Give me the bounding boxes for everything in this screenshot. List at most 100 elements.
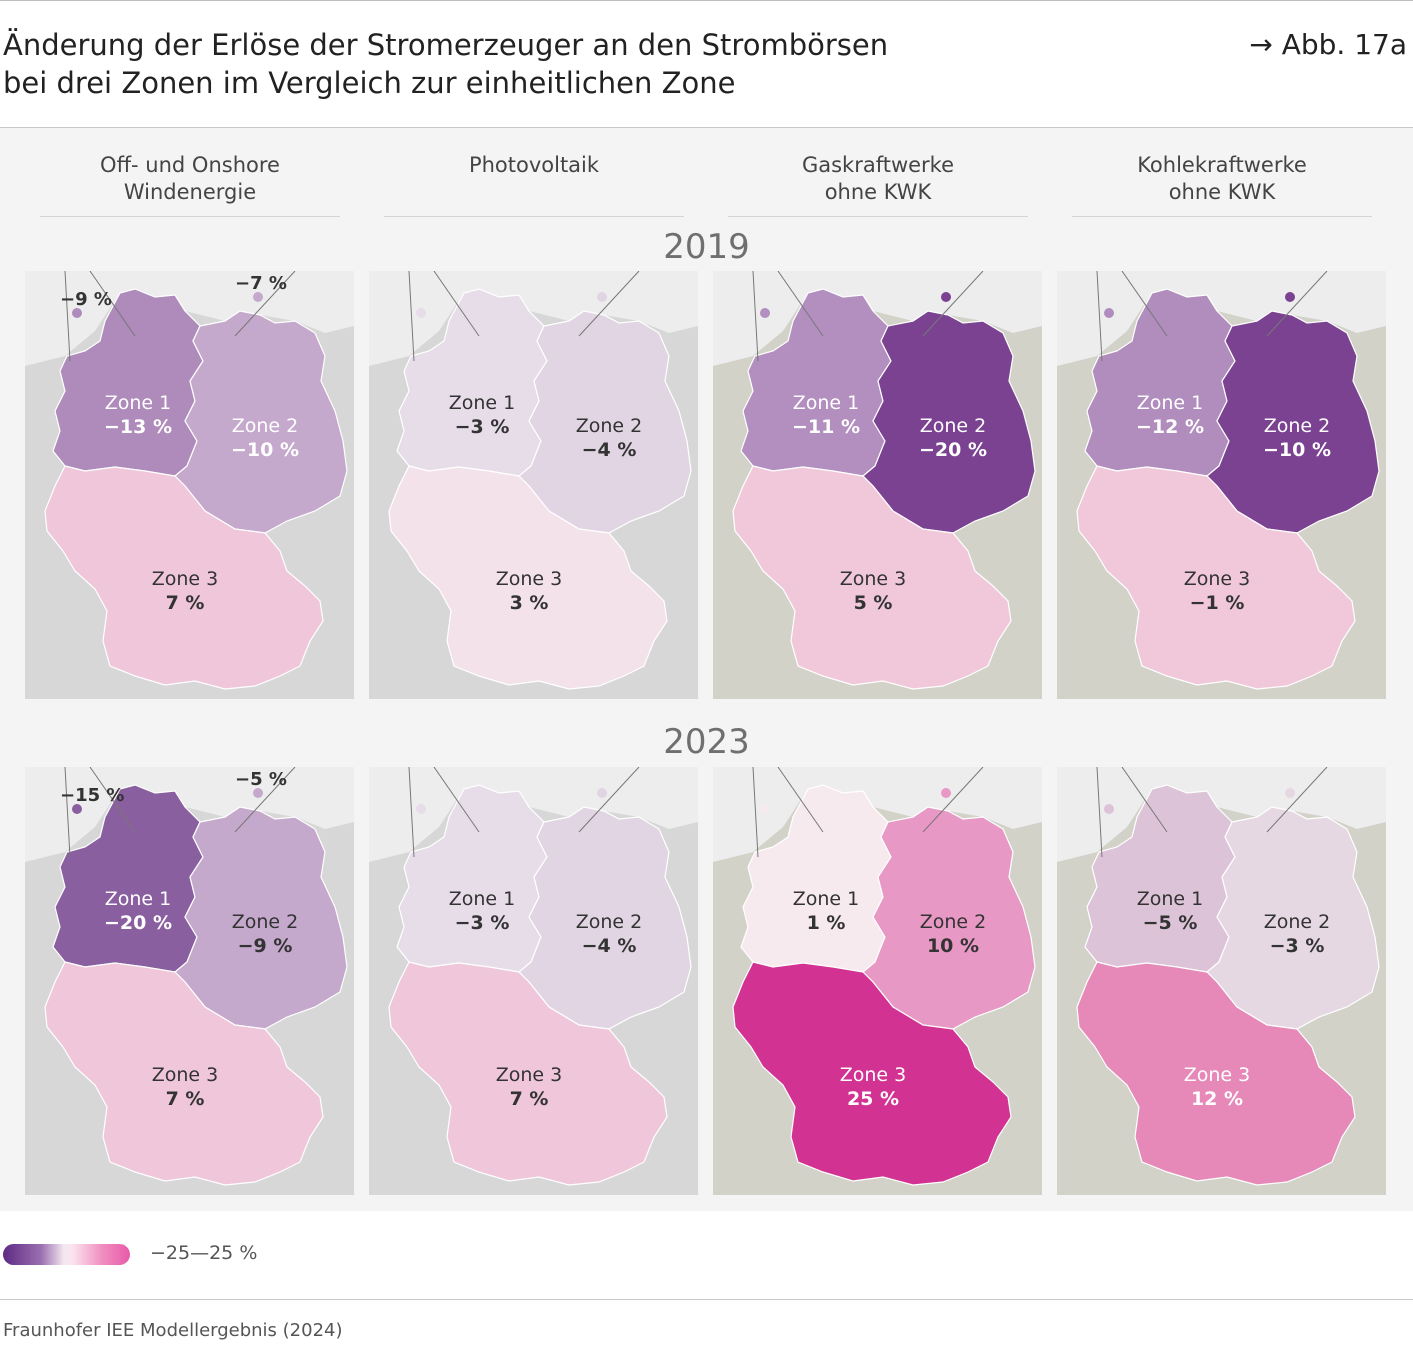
island-label-2: −5 % xyxy=(235,769,287,790)
offshore-link-line xyxy=(433,271,480,337)
column-header-line-1: Gaskraftwerke xyxy=(801,153,955,177)
zone-name: Zone 1 xyxy=(104,392,172,414)
zone-2-area xyxy=(518,310,692,534)
sea-area xyxy=(713,767,1042,862)
island-marker-2 xyxy=(253,788,263,798)
column-header-line-2: ohne KWK xyxy=(1168,180,1276,204)
zone-1-label: Zone 1 −13 % xyxy=(104,391,172,439)
zone-2-area xyxy=(1206,806,1380,1030)
offshore-link-line xyxy=(433,767,480,833)
sea-area xyxy=(713,271,1042,366)
zone-value: 3 % xyxy=(509,592,549,614)
zone-value: 7 % xyxy=(165,1088,205,1110)
zone-value: 5 % xyxy=(853,592,893,614)
germany-zone-map xyxy=(369,767,698,1186)
chart-title: Änderung der Erlöse der Stromerzeuger an… xyxy=(3,26,888,102)
title-line-2: bei drei Zonen im Vergleich zur einheitl… xyxy=(3,66,736,100)
offshore-link-line xyxy=(64,271,71,362)
column-header-line-1: Off- und Onshore xyxy=(100,153,280,177)
zone-3-area xyxy=(732,961,1012,1186)
column-header-line-1: Kohlekraftwerke xyxy=(1137,153,1307,177)
offshore-link-line xyxy=(64,767,71,858)
island-marker-2 xyxy=(1285,292,1295,302)
zone-value: −20 % xyxy=(103,912,173,934)
offshore-link-line xyxy=(752,271,759,362)
offshore-link-line xyxy=(922,767,984,833)
zone-3-label: Zone 3 25 % xyxy=(840,1063,907,1111)
island-label-1: −15 % xyxy=(60,785,125,806)
offshore-link-line xyxy=(578,767,640,833)
sea-area xyxy=(1057,271,1386,366)
sea-area xyxy=(25,767,354,862)
zone-2-area xyxy=(862,806,1036,1030)
germany-zone-map xyxy=(25,767,354,1186)
island-marker-1 xyxy=(1104,308,1114,318)
sea-area xyxy=(369,767,698,862)
island-label-2: −7 % xyxy=(235,273,287,294)
zone-value: −20 % xyxy=(918,439,988,461)
zone-2-label: Zone 2 −3 % xyxy=(1264,910,1331,958)
zone-1-label: Zone 1 −3 % xyxy=(449,391,516,439)
island-marker-1 xyxy=(416,308,426,318)
zone-2-label: Zone 2 −4 % xyxy=(576,414,643,462)
island-marker-2 xyxy=(597,788,607,798)
offshore-link-line xyxy=(752,767,759,858)
zone-2-label: Zone 2 −10 % xyxy=(231,414,299,462)
zone-name: Zone 2 xyxy=(1263,415,1331,437)
offshore-link-line xyxy=(408,767,415,858)
germany-zone-map xyxy=(713,767,1042,1186)
zone-name: Zone 1 xyxy=(792,888,860,910)
zone-value: 10 % xyxy=(926,935,980,957)
zone-3-area xyxy=(388,465,668,690)
zone-value: −11 % xyxy=(791,416,861,438)
zone-value: −4 % xyxy=(581,439,637,461)
zone-name: Zone 1 xyxy=(448,888,516,910)
zone-3-area xyxy=(1076,961,1356,1186)
zone-2-label: Zone 2 10 % xyxy=(920,910,987,958)
zone-2-area xyxy=(174,310,348,534)
column-header-rule xyxy=(728,216,1028,217)
zone-name: Zone 2 xyxy=(919,415,987,437)
top-rule xyxy=(0,0,1413,1)
zone-3-area xyxy=(44,961,324,1186)
zone-value: −9 % xyxy=(237,935,293,957)
zone-name: Zone 1 xyxy=(448,392,516,414)
zone-2-label: Zone 2 −20 % xyxy=(919,414,987,462)
island-marker-1 xyxy=(416,804,426,814)
zone-1-label: Zone 1 −11 % xyxy=(792,391,860,439)
zone-2-label: Zone 2 −9 % xyxy=(232,910,299,958)
germany-zone-map xyxy=(1057,767,1386,1186)
zone-name: Zone 2 xyxy=(1263,911,1331,933)
zone-2-area xyxy=(174,806,348,1030)
offshore-link-line xyxy=(1096,767,1103,858)
island-marker-2 xyxy=(941,788,951,798)
zone-value: −3 % xyxy=(454,416,510,438)
zone-2-area xyxy=(1206,310,1380,534)
map-panel: Off- und Onshore Windenergie Photovoltaik G… xyxy=(0,127,1413,1211)
offshore-link-line xyxy=(408,271,415,362)
offshore-link-line xyxy=(1121,271,1168,337)
column-header-1: Off- und Onshore Windenergie xyxy=(40,152,340,206)
island-marker-1 xyxy=(760,308,770,318)
zone-name: Zone 2 xyxy=(231,415,299,437)
zone-name: Zone 3 xyxy=(151,1064,219,1086)
figure-reference: → Abb. 17a xyxy=(1249,28,1407,61)
column-header-rule xyxy=(1072,216,1372,217)
year-label-2023: 2023 xyxy=(663,722,750,762)
zone-1-label: Zone 1 −20 % xyxy=(104,887,172,935)
offshore-link-line xyxy=(89,271,136,337)
title-line-1: Änderung der Erlöse der Stromerzeuger an… xyxy=(3,28,889,62)
zone-name: Zone 1 xyxy=(104,888,172,910)
zone-3-area xyxy=(388,961,668,1186)
zone-name: Zone 1 xyxy=(792,392,860,414)
sea-area xyxy=(369,271,698,366)
zone-value: −13 % xyxy=(103,416,173,438)
bottom-rule xyxy=(0,1299,1413,1300)
column-header-line-1: Photovoltaik xyxy=(468,153,600,177)
zone-3-area xyxy=(732,465,1012,690)
